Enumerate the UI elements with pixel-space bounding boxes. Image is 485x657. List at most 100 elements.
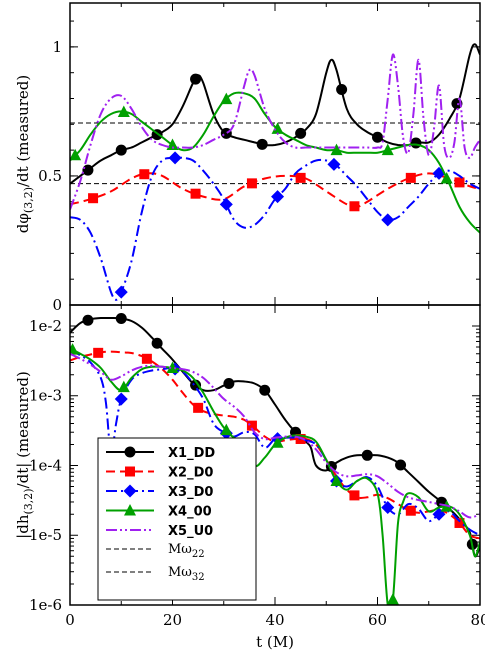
bottom-marker-X1_DD: [259, 384, 271, 396]
top-marker-X4_00: [271, 122, 284, 134]
top-marker-X1_DD: [372, 131, 383, 143]
bottom-marker-X2_D0: [193, 402, 204, 413]
top-series-X4_00: [70, 91, 480, 234]
legend-marker: [125, 466, 135, 477]
bottom-ytick-label: 1e-4: [29, 456, 62, 474]
bottom-ylabel-rest: /dt| (measured): [14, 371, 32, 488]
legend-entry-X5_U0: X5_U0: [106, 524, 213, 539]
top-marker-X4_00: [440, 172, 453, 184]
xtick-label: 40: [265, 611, 284, 629]
top-series-X1_DD: [70, 43, 480, 185]
legend-label: X2_D0: [168, 466, 213, 481]
top-marker-X3_D0: [219, 197, 233, 211]
bottom-ytick-label: 1e-3: [29, 387, 62, 405]
legend-label: X5_U0: [168, 524, 213, 539]
bottom-ylabel-dh: |dh: [14, 514, 32, 539]
top-marker-X1_DD: [190, 73, 202, 85]
bottom-marker-X1_DD: [115, 313, 127, 325]
legend-entry-X3_D0: X3_D0: [106, 484, 213, 500]
bottom-marker-X2_D0: [454, 517, 465, 528]
top-ytick-label: 1: [52, 38, 62, 56]
x-axis-ticks: 0 20 40 60 80: [65, 3, 485, 629]
bottom-marker-X3_D0: [114, 392, 128, 406]
top-line-X5_U0: [70, 53, 480, 210]
top-series-X3_D0: [70, 151, 480, 301]
bottom-marker-X2_D0: [246, 420, 257, 431]
bottom-marker-X2_D0: [93, 347, 104, 358]
top-marker-X4_00: [117, 105, 130, 118]
top-ytick-label: 0: [52, 296, 62, 314]
top-marker-X1_DD: [115, 144, 127, 156]
bottom-marker-X4_00: [166, 361, 179, 373]
top-marker-X2_D0: [139, 169, 150, 180]
top-ytick-label: 0.5: [38, 167, 62, 185]
xtick-label: 60: [368, 611, 387, 629]
bottom-marker-X1_DD: [223, 378, 235, 390]
bottom-ytick-label: 1e-6: [29, 596, 62, 614]
top-marker-X4_00: [330, 143, 343, 156]
bottom-line-X1_DD: [70, 316, 480, 558]
top-marker-X4_00: [70, 148, 82, 161]
top-panel: 0 0.5 1 dφ(3,2)/dt (measured): [14, 2, 481, 314]
top-reference-lines: [70, 122, 480, 185]
bottom-marker-X4_00: [70, 343, 79, 355]
bottom-line-X5_U0: [70, 352, 480, 519]
top-marker-X2_D0: [190, 188, 201, 199]
top-marker-X2_D0: [88, 193, 99, 204]
bottom-y-ticks: 1e-6 1e-5 1e-4 1e-3 1e-2: [29, 317, 480, 614]
top-y-axis-label: dφ(3,2)/dt (measured): [14, 75, 35, 233]
legend-marker: [124, 446, 136, 458]
top-series-X5_U0: [70, 53, 480, 210]
top-line-X4_00: [70, 91, 480, 234]
top-ylabel-d: dφ: [14, 213, 32, 233]
top-marker-X3_D0: [381, 213, 395, 227]
top-plot-frame: [69, 2, 481, 306]
top-marker-X2_D0: [295, 172, 306, 183]
bottom-marker-X1_DD: [190, 379, 202, 391]
bottom-ylabel-sub: (3,2): [22, 488, 35, 514]
legend-entry-X4_00: X4_00: [106, 504, 212, 520]
legend-entry-X1_DD: X1_DD: [106, 446, 215, 461]
bottom-marker-X1_DD: [395, 459, 407, 471]
bottom-marker-X1_DD: [361, 449, 373, 461]
top-marker-X4_00: [381, 143, 394, 156]
top-marker-X2_D0: [405, 172, 416, 183]
bottom-ytick-label: 1e-2: [29, 317, 62, 335]
legend-entry-reference: Mω22: [106, 542, 205, 560]
top-marker-X3_D0: [114, 285, 128, 299]
top-line-X3_D0: [70, 156, 480, 301]
bottom-series-X5_U0: [70, 352, 480, 519]
top-marker-X4_00: [166, 138, 179, 150]
bottom-marker-X4_00: [330, 474, 343, 486]
legend-label: X1_DD: [168, 446, 215, 461]
x-axis-label: t (M): [256, 633, 294, 651]
top-marker-X1_DD: [256, 138, 268, 150]
legend-label: X4_00: [168, 505, 212, 520]
bottom-marker-X1_DD: [151, 337, 163, 349]
legend-label: X3_D0: [168, 485, 213, 500]
top-marker-X1_DD: [82, 164, 94, 176]
top-marker-X1_DD: [295, 127, 307, 139]
legend-box: [97, 437, 257, 601]
legend: X1_DD X2_D0 X3_D0 X4_00 X5_U0 Mω22 Mω32: [97, 437, 257, 601]
top-line-X2_D0: [70, 172, 480, 209]
top-ylabel-sub: (3,2): [22, 187, 35, 213]
bottom-series-X1_DD: [70, 313, 480, 558]
top-series-group: [70, 43, 480, 301]
bottom-series-X4_00: [70, 343, 480, 605]
bottom-marker-X2_D0: [405, 505, 416, 516]
bottom-marker-X4_00: [220, 423, 233, 436]
bottom-marker-X2_D0: [141, 353, 152, 364]
bottom-marker-X4_00: [117, 380, 130, 393]
bottom-marker-X3_D0: [381, 500, 395, 514]
top-marker-X1_DD: [336, 83, 348, 95]
bottom-series-group: [70, 313, 480, 605]
bottom-line-X4_00: [70, 347, 480, 605]
top-series-X2_D0: [70, 169, 480, 212]
top-marker-X3_D0: [271, 190, 285, 204]
legend-marker: [124, 504, 136, 516]
top-marker-X3_D0: [327, 157, 341, 171]
bottom-marker-X2_D0: [349, 490, 360, 501]
legend-entry-reference: Mω32: [106, 565, 205, 583]
top-marker-X2_D0: [349, 201, 360, 212]
